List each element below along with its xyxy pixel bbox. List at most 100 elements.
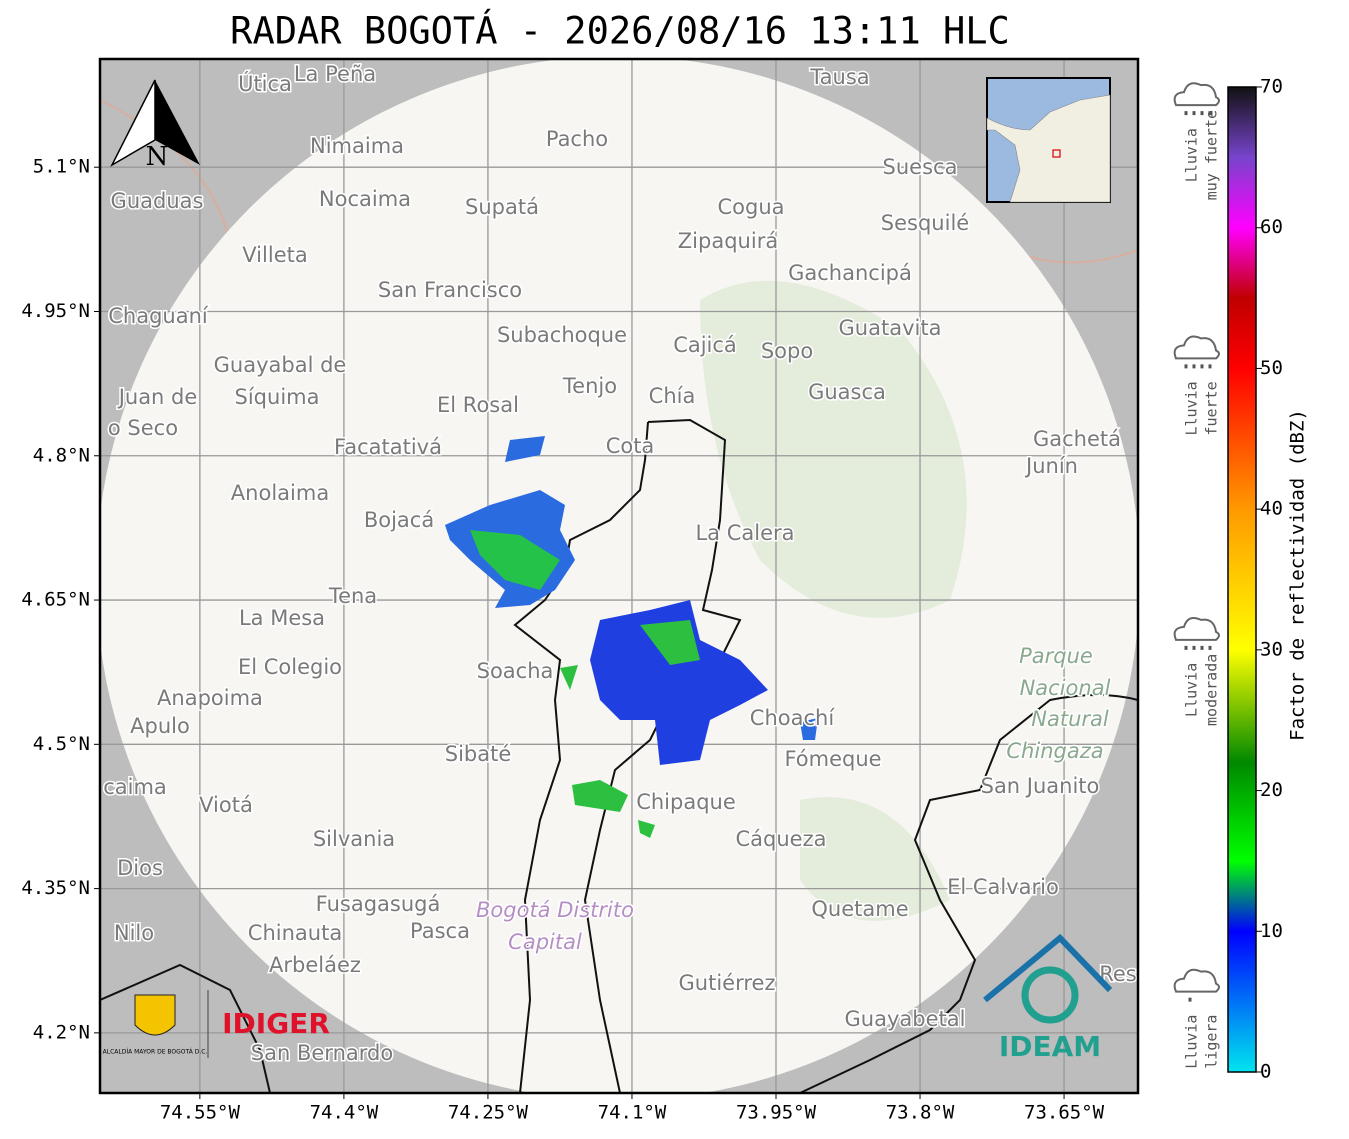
map-area: Útica La Peña Tausa Pacho Nimaima Suesca Guadu… — [100, 59, 1138, 1093]
place-label: Tenjo — [562, 374, 617, 398]
y-tick-label: 4.35°N — [21, 877, 90, 899]
x-tick-label: 74.1°W — [598, 1102, 667, 1124]
inset-map — [986, 77, 1111, 203]
place-label: Cáqueza — [736, 827, 827, 851]
place-label: Villeta — [242, 243, 307, 267]
rain-category: Lluvia — [1183, 1015, 1201, 1069]
place-label: Tena — [328, 584, 377, 608]
place-label: Nacional — [1020, 676, 1111, 700]
x-tick-label: 74.4°W — [310, 1102, 379, 1124]
place-label: Silvania — [313, 827, 395, 851]
north-arrow: N — [110, 79, 200, 172]
place-label: Parque — [1019, 644, 1093, 668]
cloud — [1173, 968, 1220, 993]
place-label: Bogotá Distrito — [476, 898, 634, 922]
place-label: Guayabetal — [845, 1007, 966, 1031]
place-label: La Mesa — [239, 606, 325, 630]
place-label: Nimaima — [310, 134, 404, 158]
rain-icon — [1173, 335, 1220, 369]
rain-icon — [1173, 617, 1220, 650]
rain-icon — [1173, 968, 1220, 1002]
place-label: Chaguaní — [108, 304, 209, 328]
place-label: El Calvario — [947, 875, 1059, 899]
echo — [560, 665, 578, 690]
colorbar-tick-label: 40 — [1260, 498, 1283, 520]
place-label: Junín — [1024, 454, 1078, 478]
echo — [638, 820, 655, 838]
place-label: Guasca — [808, 380, 886, 404]
y-tick-label: 4.65°N — [21, 589, 90, 611]
rain-category: Lluvia — [1183, 381, 1201, 435]
place-label: Quetame — [811, 897, 908, 921]
place-label: Viotá — [199, 793, 253, 817]
rain-category: moderada — [1203, 654, 1221, 726]
cloud — [1173, 617, 1220, 641]
title: RADAR BOGOTÁ - 2026/08/16 13:11 HLC — [230, 9, 1010, 53]
place-label: Anapoima — [157, 686, 263, 710]
place-label: Chingaza — [1006, 739, 1103, 763]
rain-icon — [1173, 82, 1220, 116]
place-label: La Peña — [294, 62, 376, 86]
colorbar-tick-label: 0 — [1260, 1061, 1271, 1083]
place-label: Gachancipá — [788, 261, 912, 285]
colorbar-tick-label: 60 — [1260, 216, 1283, 238]
place-label: Sibaté — [445, 742, 512, 766]
x-tick-label: 74.55°W — [160, 1102, 241, 1124]
place-label: Juan de — [117, 385, 198, 409]
place-label: Pacho — [546, 127, 608, 151]
place-label: La Calera — [695, 521, 794, 545]
colorbar — [1227, 86, 1257, 1073]
north-label: N — [146, 142, 169, 172]
place-label: San Juanito — [981, 774, 1100, 798]
colorbar-tick-label: 10 — [1260, 920, 1283, 942]
place-label: Gachetá — [1033, 427, 1121, 451]
echo — [505, 436, 545, 462]
place-label: Cota — [606, 434, 655, 458]
place-label: Guaduas — [111, 189, 204, 213]
place-label: Nilo — [114, 921, 154, 945]
x-tick-label: 73.95°W — [736, 1102, 817, 1124]
place-label: Anolaima — [231, 481, 329, 505]
rain — [1184, 111, 1212, 116]
place-label: El Rosal — [437, 393, 519, 417]
rain-category: muy fuerte — [1203, 110, 1221, 200]
logo-ideam: IDEAM — [983, 933, 1113, 1063]
y-tick-label: 5.1°N — [33, 156, 90, 178]
y-tick-label: 4.5°N — [33, 733, 90, 755]
place-label: El Colegio — [238, 655, 342, 679]
y-tick-label: 4.2°N — [33, 1021, 90, 1043]
place-label: Fómeque — [784, 747, 881, 771]
y-tick-label: 4.8°N — [33, 444, 90, 466]
place-label: Dios — [117, 856, 163, 880]
place-label: Supatá — [465, 195, 539, 219]
place-label: San Francisco — [378, 278, 522, 302]
place-label: Gutiérrez — [679, 971, 776, 995]
logo-text: ALCALDÍA MAYOR DE BOGOTÁ D.C. — [103, 1049, 208, 1056]
radar-echoes — [445, 436, 818, 838]
place-label: Choachí — [750, 706, 836, 730]
rain-category: Lluvia — [1183, 128, 1201, 182]
place-label: Bojacá — [364, 508, 434, 532]
colorbar-tick-label: 30 — [1260, 638, 1283, 660]
colorbar-tick-label: 50 — [1260, 357, 1283, 379]
rain — [1184, 364, 1212, 369]
place-label: Chipaque — [636, 790, 736, 814]
rain-category: Lluvia — [1183, 663, 1201, 717]
colorbar-tick-label: 70 — [1260, 76, 1283, 98]
place-label: Guatavita — [839, 316, 942, 340]
place-label: Facatativá — [334, 435, 442, 459]
rain — [1184, 645, 1212, 650]
echo — [590, 600, 768, 765]
vegetation — [700, 280, 967, 921]
place-label: Cajicá — [673, 333, 737, 357]
rain-category: ligera — [1203, 1015, 1221, 1069]
place-label: caima — [103, 775, 167, 799]
echo — [470, 530, 560, 590]
place-label: Chinauta — [248, 921, 342, 945]
echo — [572, 780, 628, 812]
place-label: Chía — [649, 384, 696, 408]
y-tick-label: 4.95°N — [21, 300, 90, 322]
